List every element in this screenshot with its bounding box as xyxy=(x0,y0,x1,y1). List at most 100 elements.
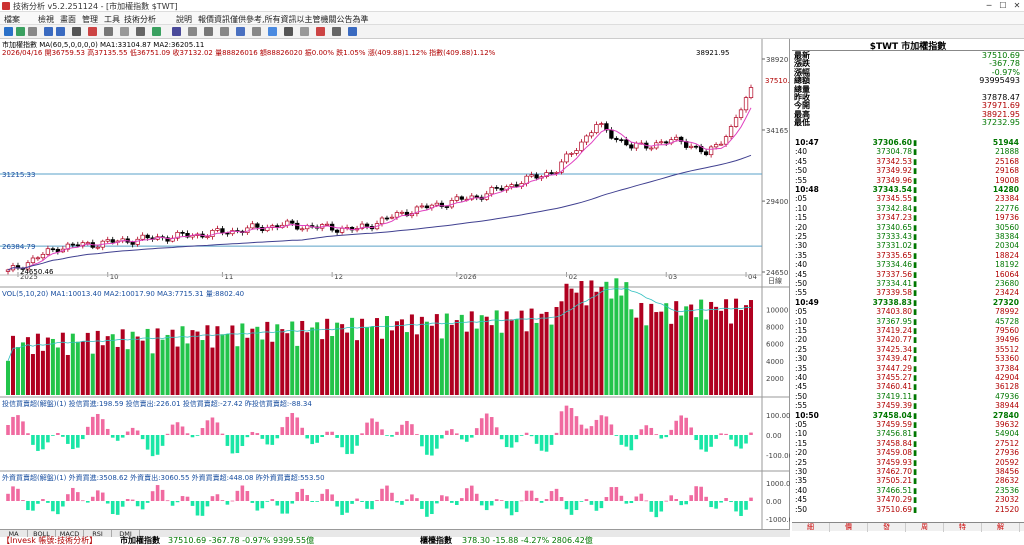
ind2-bar xyxy=(390,492,394,501)
tick-row[interactable]: :45 37470.29 ▮ 23032 xyxy=(792,496,1024,504)
tick-row[interactable]: :35 37505.21 ▮ 28632 xyxy=(792,477,1024,485)
tick-mark-icon: ▮ xyxy=(913,467,918,476)
tick-row[interactable]: :20 37459.08 ▮ 27936 xyxy=(792,449,1024,457)
tick-row[interactable]: :45 37337.56 ▮ 16064 xyxy=(792,270,1024,279)
tick-row[interactable]: :05 37459.59 ▮ 39632 xyxy=(792,420,1024,429)
period-icon[interactable] xyxy=(120,27,129,36)
tab-detail[interactable]: 細 xyxy=(792,523,830,532)
tab-ma[interactable]: MA xyxy=(0,530,28,538)
tick-row[interactable]: :15 37419.24 ▮ 79560 xyxy=(792,326,1024,335)
tick-row[interactable]: :10 37342.84 ▮ 22776 xyxy=(792,204,1024,213)
new-icon[interactable] xyxy=(4,27,13,36)
zoom-in-icon[interactable] xyxy=(44,27,53,36)
ind2-bar xyxy=(549,491,554,501)
quote-value: -0.97% xyxy=(991,67,1020,77)
menu-tools[interactable]: 工具 xyxy=(104,15,120,24)
ellipse-icon[interactable] xyxy=(268,27,277,36)
align-icon[interactable] xyxy=(136,27,145,36)
ind1-bar xyxy=(450,429,454,435)
tick-row[interactable]: :20 37420.77 ▮ 39496 xyxy=(792,336,1024,344)
tick-row[interactable]: :50 37349.92 ▮ 29168 xyxy=(792,167,1024,175)
tick-row[interactable]: :10 37367.95 ▮ 45728 xyxy=(792,317,1024,326)
grid-icon[interactable] xyxy=(104,27,113,36)
ind2-bar xyxy=(135,501,140,507)
tick-mark-icon: ▮ xyxy=(913,363,918,373)
tick-time: :10 xyxy=(795,429,808,439)
close-icon[interactable]: ✕ xyxy=(1013,1,1021,10)
tick-row[interactable]: :40 37304.78 ▮ 21888 xyxy=(792,148,1024,156)
arrow-icon[interactable] xyxy=(28,27,37,36)
minimize-icon[interactable]: ─ xyxy=(986,1,992,10)
tick-row[interactable]: :15 37347.23 ▮ 19736 xyxy=(792,214,1024,222)
ind2-bar xyxy=(195,501,200,516)
tick-row[interactable]: :50 37419.11 ▮ 47936 xyxy=(792,392,1024,401)
tick-row[interactable]: :40 37334.46 ▮ 18192 xyxy=(792,261,1024,269)
fib-icon[interactable] xyxy=(236,27,245,36)
delete-icon[interactable] xyxy=(316,27,325,36)
add-icon[interactable] xyxy=(16,27,25,36)
vline-icon[interactable] xyxy=(204,27,213,36)
tick-row[interactable]: :25 37333.43 ▮ 38384 xyxy=(792,232,1024,241)
tick-row[interactable]: :45 37342.53 ▮ 25168 xyxy=(792,157,1024,166)
tab-macd[interactable]: MACD xyxy=(56,530,84,538)
chart-pane[interactable]: 38920 34165 29400 24650 31215.33 26384.79 3892… xyxy=(0,39,790,529)
rect-icon[interactable] xyxy=(252,27,261,36)
tick-row[interactable]: :10 37456.81 ▮ 54904 xyxy=(792,430,1024,438)
menu-manage[interactable]: 管理 xyxy=(82,15,98,24)
text-icon[interactable] xyxy=(188,27,197,36)
indicator-icon[interactable] xyxy=(152,27,161,36)
bar-icon[interactable] xyxy=(72,27,81,36)
tick-row[interactable]: :50 37510.69 ▮ 21520 xyxy=(792,505,1024,514)
menu-tech[interactable]: 技術分析 xyxy=(124,15,156,24)
channel-icon[interactable] xyxy=(284,27,293,36)
tick-row[interactable]: :45 37460.41 ▮ 36128 xyxy=(792,383,1024,391)
tick-row[interactable]: :20 37340.65 ▮ 30560 xyxy=(792,223,1024,232)
volume-bar xyxy=(444,313,449,395)
draw-line-icon[interactable] xyxy=(172,27,181,36)
tick-row[interactable]: :05 37403.80 ▮ 78992 xyxy=(792,308,1024,316)
menu-view[interactable]: 檢視 xyxy=(38,15,54,24)
tick-row[interactable]: :05 37345.55 ▮ 23384 xyxy=(792,195,1024,203)
tick-list[interactable]: 10:47 37306.60 ▮ 51944:40 37304.78 ▮ 21888:45 3… xyxy=(792,138,1024,519)
menu-help[interactable]: 說明 xyxy=(176,15,192,24)
tick-row[interactable]: :30 37462.70 ▮ 38456 xyxy=(792,467,1024,476)
tick-row[interactable]: :30 37331.02 ▮ 20304 xyxy=(792,242,1024,250)
tick-row[interactable]: :35 37335.65 ▮ 18824 xyxy=(792,251,1024,260)
tick-row[interactable]: 10:47 37306.60 ▮ 51944 xyxy=(792,138,1024,147)
measure-icon[interactable] xyxy=(300,27,309,36)
tab-dmi[interactable]: DMI xyxy=(112,530,140,538)
candle-icon[interactable] xyxy=(88,27,97,36)
tick-row[interactable]: :55 37349.96 ▮ 19008 xyxy=(792,176,1024,185)
menu-screen[interactable]: 畫面 xyxy=(60,15,76,24)
ind1-bar xyxy=(205,420,210,435)
tab-issue[interactable]: 發 xyxy=(868,523,906,532)
volume-bar xyxy=(55,347,60,395)
tab-rsi[interactable]: RSI xyxy=(84,530,112,538)
tick-row[interactable]: :55 37339.58 ▮ 23424 xyxy=(792,289,1024,297)
menu-file[interactable]: 檔案 xyxy=(4,15,20,24)
print-icon[interactable] xyxy=(332,27,341,36)
tab-boll[interactable]: BOLL xyxy=(28,530,56,538)
tab-price[interactable]: 價 xyxy=(830,523,868,532)
tick-row[interactable]: :40 37466.51 ▮ 23536 xyxy=(792,486,1024,495)
tab-week[interactable]: 周 xyxy=(906,523,944,532)
maximize-icon[interactable]: ☐ xyxy=(999,1,1007,10)
tick-row[interactable]: :40 37455.27 ▮ 42904 xyxy=(792,373,1024,382)
tick-row[interactable]: 10:50 37458.04 ▮ 27840 xyxy=(792,411,1024,420)
tab-special[interactable]: 特 xyxy=(944,523,982,532)
tick-row[interactable]: :25 37459.93 ▮ 20592 xyxy=(792,458,1024,467)
tick-row[interactable]: :30 37439.47 ▮ 53360 xyxy=(792,355,1024,363)
tab-analysis[interactable]: 解 xyxy=(982,523,1020,532)
tick-row[interactable]: 10:49 37338.83 ▮ 27320 xyxy=(792,298,1024,307)
save-icon[interactable] xyxy=(348,27,357,36)
tick-row[interactable]: :15 37458.84 ▮ 27512 xyxy=(792,439,1024,448)
tick-row[interactable]: :55 37459.39 ▮ 38944 xyxy=(792,402,1024,410)
hline-icon[interactable] xyxy=(220,27,229,36)
tick-row[interactable]: 10:48 37343.54 ▮ 14280 xyxy=(792,185,1024,194)
volume-bar xyxy=(205,325,210,395)
tick-row[interactable]: :25 37425.34 ▮ 35512 xyxy=(792,345,1024,354)
ind1-bar xyxy=(400,424,404,435)
tick-row[interactable]: :50 37334.41 ▮ 23680 xyxy=(792,279,1024,288)
zoom-out-icon[interactable] xyxy=(56,27,65,36)
tick-row[interactable]: :35 37447.29 ▮ 37384 xyxy=(792,363,1024,373)
